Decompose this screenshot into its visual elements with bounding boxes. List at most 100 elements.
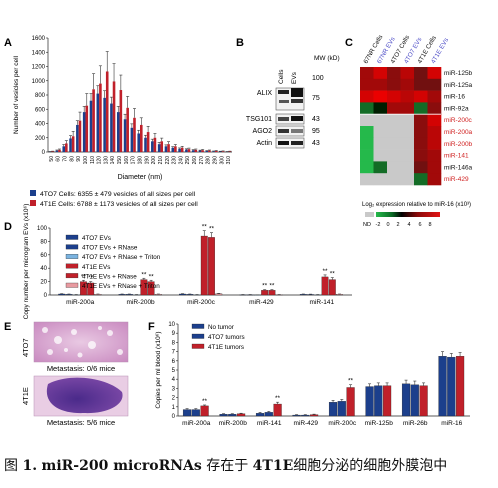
heatmap-row-label: miR-16: [444, 94, 465, 101]
y-tick-label: 2: [172, 396, 176, 402]
x-tick-label: 50: [49, 156, 55, 162]
bar: [179, 293, 186, 296]
histogram-bar: [82, 112, 86, 152]
heatmap-cell: [400, 67, 415, 80]
significance-marker: **: [81, 273, 87, 280]
legend-label: 4TO7 tumors: [208, 334, 245, 341]
heatmap-cell: [414, 114, 428, 127]
x-tick-label: 200: [151, 156, 157, 165]
heatmap-cell: [400, 102, 415, 115]
heatmap-cell: [400, 114, 415, 127]
blot-col-evs: EVs: [291, 71, 298, 84]
histogram-bar: [214, 150, 218, 152]
y-tick-label: 5: [172, 368, 176, 374]
x-tick-label: miR-200a: [66, 299, 95, 306]
blot-mw: 75: [312, 95, 320, 102]
x-tick-label: 220: [165, 156, 171, 165]
x-tick-label: 260: [192, 156, 198, 165]
y-tick-label: 1200: [32, 65, 46, 71]
caption-num: 1.: [22, 458, 38, 474]
histogram-bar: [99, 83, 102, 152]
heatmap-cell: [400, 161, 415, 174]
histogram-bar: [85, 105, 89, 152]
legend-label: 4T1E EVs + RNase + Triton: [82, 283, 160, 290]
histogram-bar: [194, 149, 198, 152]
histogram-bar: [191, 150, 195, 152]
histogram-bar: [105, 71, 109, 152]
heatmap-cell: [360, 114, 374, 127]
histogram-bar: [78, 120, 82, 152]
significance-marker: **: [269, 283, 275, 290]
x-tick-label: miR-429: [293, 420, 318, 427]
legend-label: 4T1E EVs + RNase: [82, 273, 137, 280]
histogram-bar: [71, 136, 75, 152]
bar: [438, 356, 447, 417]
heatmap-cell: [427, 67, 442, 80]
bar: [273, 403, 282, 417]
heatmap-cell: [427, 149, 442, 162]
significance-marker: **: [202, 224, 208, 231]
heatmap-cell: [360, 126, 374, 139]
x-tick-label: 110: [90, 156, 96, 164]
x-tick-label: 310: [226, 156, 232, 165]
heatmap-cell: [360, 90, 374, 103]
bar: [410, 384, 419, 417]
x-tick-label: 180: [138, 156, 144, 165]
y-tick-label: 200: [35, 136, 46, 142]
heatmap-cell: [414, 102, 428, 115]
legend-label: 4TO7 EVs + RNase: [82, 245, 138, 252]
histogram-bar: [62, 146, 66, 152]
histogram-bar: [178, 148, 181, 152]
colorbar-tick-label: 2: [396, 222, 399, 228]
heatmap-cell: [400, 173, 415, 186]
bar: [268, 290, 276, 296]
x-tick-label: miR-141: [310, 299, 335, 306]
bar: [382, 385, 392, 417]
significance-marker: **: [275, 395, 281, 402]
heatmap-cell: [360, 78, 374, 91]
x-tick-label: 90: [76, 156, 82, 162]
bar: [261, 290, 269, 296]
x-tick-label: 70: [63, 156, 69, 162]
heatmap-cell: [414, 137, 428, 150]
legend-swatch: [30, 200, 36, 206]
caption-cell: 4T1E: [252, 458, 294, 474]
heatmap-cell: [360, 161, 374, 174]
x-tick-label: miR-429: [249, 299, 274, 306]
legend-swatch: [30, 190, 36, 196]
x-tick-label: 80: [69, 156, 75, 162]
heatmap-cell: [427, 90, 442, 103]
heatmap-cell: [360, 67, 374, 80]
figure-canvas: A B C D E F 0200400600800100012001400160…: [4, 34, 473, 427]
y-tick-label: 0: [44, 293, 48, 299]
bar: [255, 413, 265, 417]
x-tick-label: 190: [144, 156, 150, 165]
bar: [264, 412, 273, 417]
heatmap-cell: [427, 102, 442, 115]
bar: [94, 294, 102, 296]
x-tick-label: 300: [219, 156, 225, 165]
bar: [125, 294, 133, 296]
blot-mw-header: MW (kD): [314, 55, 340, 62]
significance-marker: **: [348, 378, 354, 385]
bar: [65, 294, 73, 296]
significance-marker: **: [202, 398, 208, 405]
significance-marker: **: [209, 226, 215, 233]
histogram-bar: [51, 151, 54, 152]
blot-mw: 95: [312, 128, 320, 135]
legend-swatch: [65, 263, 79, 269]
y-tick-label: 20: [40, 280, 47, 286]
y-tick-label: 600: [35, 107, 46, 113]
heatmap-cell: [414, 161, 428, 174]
x-tick-label: 230: [172, 156, 178, 165]
heatmap-cell: [387, 78, 401, 91]
heatmap-row-label: miR-92a: [444, 105, 469, 112]
colorbar-nd: [365, 212, 374, 217]
bar: [299, 294, 307, 296]
blot-membrane-ago2: [275, 125, 305, 137]
histogram-bar: [221, 151, 225, 152]
x-tick-label: 100: [83, 156, 89, 165]
histogram-bar: [55, 150, 59, 152]
x-tick-label: 120: [97, 156, 103, 165]
